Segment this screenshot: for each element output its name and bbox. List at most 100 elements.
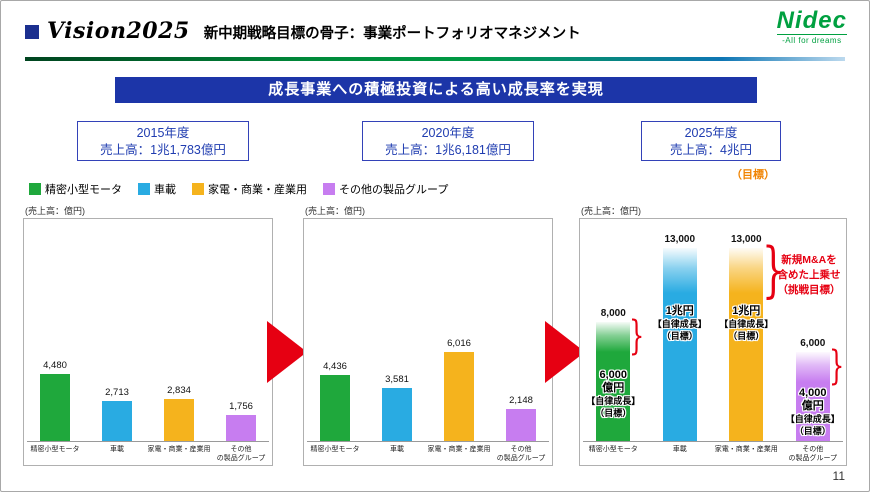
mna-annotation-line: （挑戦目標） (777, 284, 841, 296)
category-label: 車載 (390, 446, 404, 453)
bar (320, 375, 350, 441)
category-label: 家電・商業・産業用 (714, 446, 778, 453)
bar-text: 1兆円【自律成長】 （目標） (635, 305, 725, 342)
chart-axis-title: (売上高：億円) (305, 206, 365, 216)
bar-solid (662, 292, 697, 441)
axis-line (583, 441, 843, 442)
bar-text: 1兆円【自律成長】 （目標） (701, 305, 791, 342)
legend-label: その他の製品グループ (339, 184, 449, 196)
legend-item-appliance: 家電・商業・産業用 (192, 181, 307, 197)
bar-mna-fade (795, 351, 830, 382)
nidec-logo-text: Nidec (776, 7, 847, 34)
value-label: 3,581 (385, 373, 409, 385)
bar-mna-fade (596, 322, 631, 352)
bar (40, 374, 70, 441)
legend-label: 精密小型モータ (45, 184, 122, 196)
bar-text-line: （目標） (661, 331, 698, 341)
gradient-divider (25, 57, 845, 61)
year-label: 2020年度 (421, 126, 475, 140)
bar-solid (729, 292, 764, 441)
value-label: 4,436 (323, 361, 347, 373)
bar-text: 6,000 億円【自律成長】 （目標） (568, 369, 658, 419)
bar-text-line: 【自律成長】 (586, 396, 641, 406)
value-label: 6,000 (800, 337, 826, 349)
chart-2020: (売上高：億円) 精密小型モータ 4,436 車載 3,581 家電・商業・産業用 6,0… (303, 204, 553, 466)
category-label: 家電・商業・産業用 (147, 446, 211, 453)
value-label: 8,000 (600, 308, 626, 320)
category-label: その他 の製品グループ (788, 446, 838, 462)
page-title: 新中期戦略目標の骨子：事業ポートフォリオマネジメント (203, 26, 581, 42)
legend-item-small-motors: 精密小型モータ (29, 181, 122, 197)
sales-label: 売上高：4兆円 (670, 143, 752, 157)
bar-text-line: 1兆円 (732, 305, 761, 317)
bar-mna-fade (662, 248, 697, 293)
category-label: その他 の製品グループ (216, 446, 266, 462)
legend-swatch-blue (138, 183, 150, 195)
category-label: 精密小型モータ (588, 446, 638, 453)
bar-text-line: 【自律成長】 (719, 319, 774, 329)
bar-text-line: （目標） (728, 331, 765, 341)
category-label: 車載 (672, 446, 687, 453)
value-label: 1,756 (229, 400, 253, 412)
bar-solid (596, 351, 631, 441)
chart-2025-target: (売上高：億円) 精密小型モータ 8,000} 6,000 億円 【自律成長】 （目標）車… (579, 204, 847, 466)
legend-label: 車載 (154, 184, 176, 196)
legend-item-automotive: 車載 (138, 181, 176, 197)
category-label: 精密小型モータ (310, 446, 360, 453)
legend-label: 家電・商業・産業用 (208, 184, 307, 196)
brace-icon: } (629, 313, 645, 360)
bar-solid (795, 381, 830, 441)
chart-plot-2020: 精密小型モータ 4,436 車載 3,581 家電・商業・産業用 6,016 その他 の製品… (303, 218, 553, 466)
value-label: 6,016 (447, 337, 471, 349)
bar (226, 414, 256, 441)
bar-text-line: 億円 (602, 382, 625, 394)
axis-line (27, 441, 269, 442)
year-box-2025: 2025年度 売上高：4兆円 (641, 121, 781, 161)
nidec-logo-tagline: -All for dreams (776, 34, 847, 45)
sales-label: 売上高：1兆6,181億円 (385, 143, 511, 157)
legend-swatch-yellow (192, 183, 204, 195)
bar-mna-fade (729, 248, 764, 293)
right-arrow-icon (267, 321, 307, 383)
mna-annotation-line: 新規M&Aを (781, 254, 837, 266)
legend-swatch-green (29, 183, 41, 195)
bar-text-line: 6,000 (599, 369, 628, 381)
headline-banner: 成長事業への積極投資による高い成長率を実現 (115, 77, 757, 103)
bar-text: 4,000 億円 【自律成長】 （目標） (768, 387, 858, 437)
bar-text-line: （目標） (794, 426, 831, 436)
brace-icon: } (762, 235, 786, 305)
mna-annotation-line: 含めた上乗せ (777, 269, 841, 281)
category-label: 家電・商業・産業用 (427, 446, 491, 453)
value-label: 2,148 (509, 395, 533, 407)
vision2025-brand: Vision2025 (47, 18, 190, 44)
value-label: 4,480 (43, 360, 67, 372)
chart-plot-2025: 精密小型モータ 8,000} 6,000 億円 【自律成長】 （目標） 車載 13,000 1兆… (579, 218, 847, 466)
value-label: 2,713 (105, 386, 129, 398)
year-box-2015: 2015年度 売上高：1兆1,783億円 (77, 121, 249, 161)
header-bullet-icon (25, 25, 39, 39)
value-label: 13,000 (730, 234, 762, 245)
bar (444, 351, 474, 441)
bar (382, 387, 412, 441)
legend-item-others: その他の製品グループ (323, 181, 448, 197)
page-number: 11 (832, 469, 845, 483)
chart-plot-2015: 精密小型モータ 4,480 車載 2,713 家電・商業・産業用 2,834 その他 の製品… (23, 218, 273, 466)
year-label: 2015年度 (136, 126, 190, 140)
category-label: その他 の製品グループ (496, 446, 546, 462)
bar-text-line: 【自律成長】 (652, 319, 707, 329)
bar-text-line: 1兆円 (665, 305, 694, 317)
chart-axis-title: (売上高：億円) (25, 206, 85, 216)
value-label: 13,000 (664, 234, 696, 245)
value-label: 2,834 (167, 384, 191, 396)
bar (102, 400, 132, 441)
bar (506, 409, 536, 441)
category-label: 車載 (110, 446, 124, 453)
bar-text-line: （目標） (595, 408, 632, 418)
mna-annotation: 新規M&Aを 含めた上乗せ （挑戦目標） (770, 253, 848, 298)
bar-text-line: 【自律成長】 (785, 414, 840, 424)
year-box-2020: 2020年度 売上高：1兆6,181億円 (362, 121, 534, 161)
legend: 精密小型モータ 車載 家電・商業・産業用 その他の製品グループ (29, 181, 448, 197)
legend-swatch-purple (323, 183, 335, 195)
chart-2015: (売上高：億円) 精密小型モータ 4,480 車載 2,713 家電・商業・産業用 2,8… (23, 204, 273, 466)
